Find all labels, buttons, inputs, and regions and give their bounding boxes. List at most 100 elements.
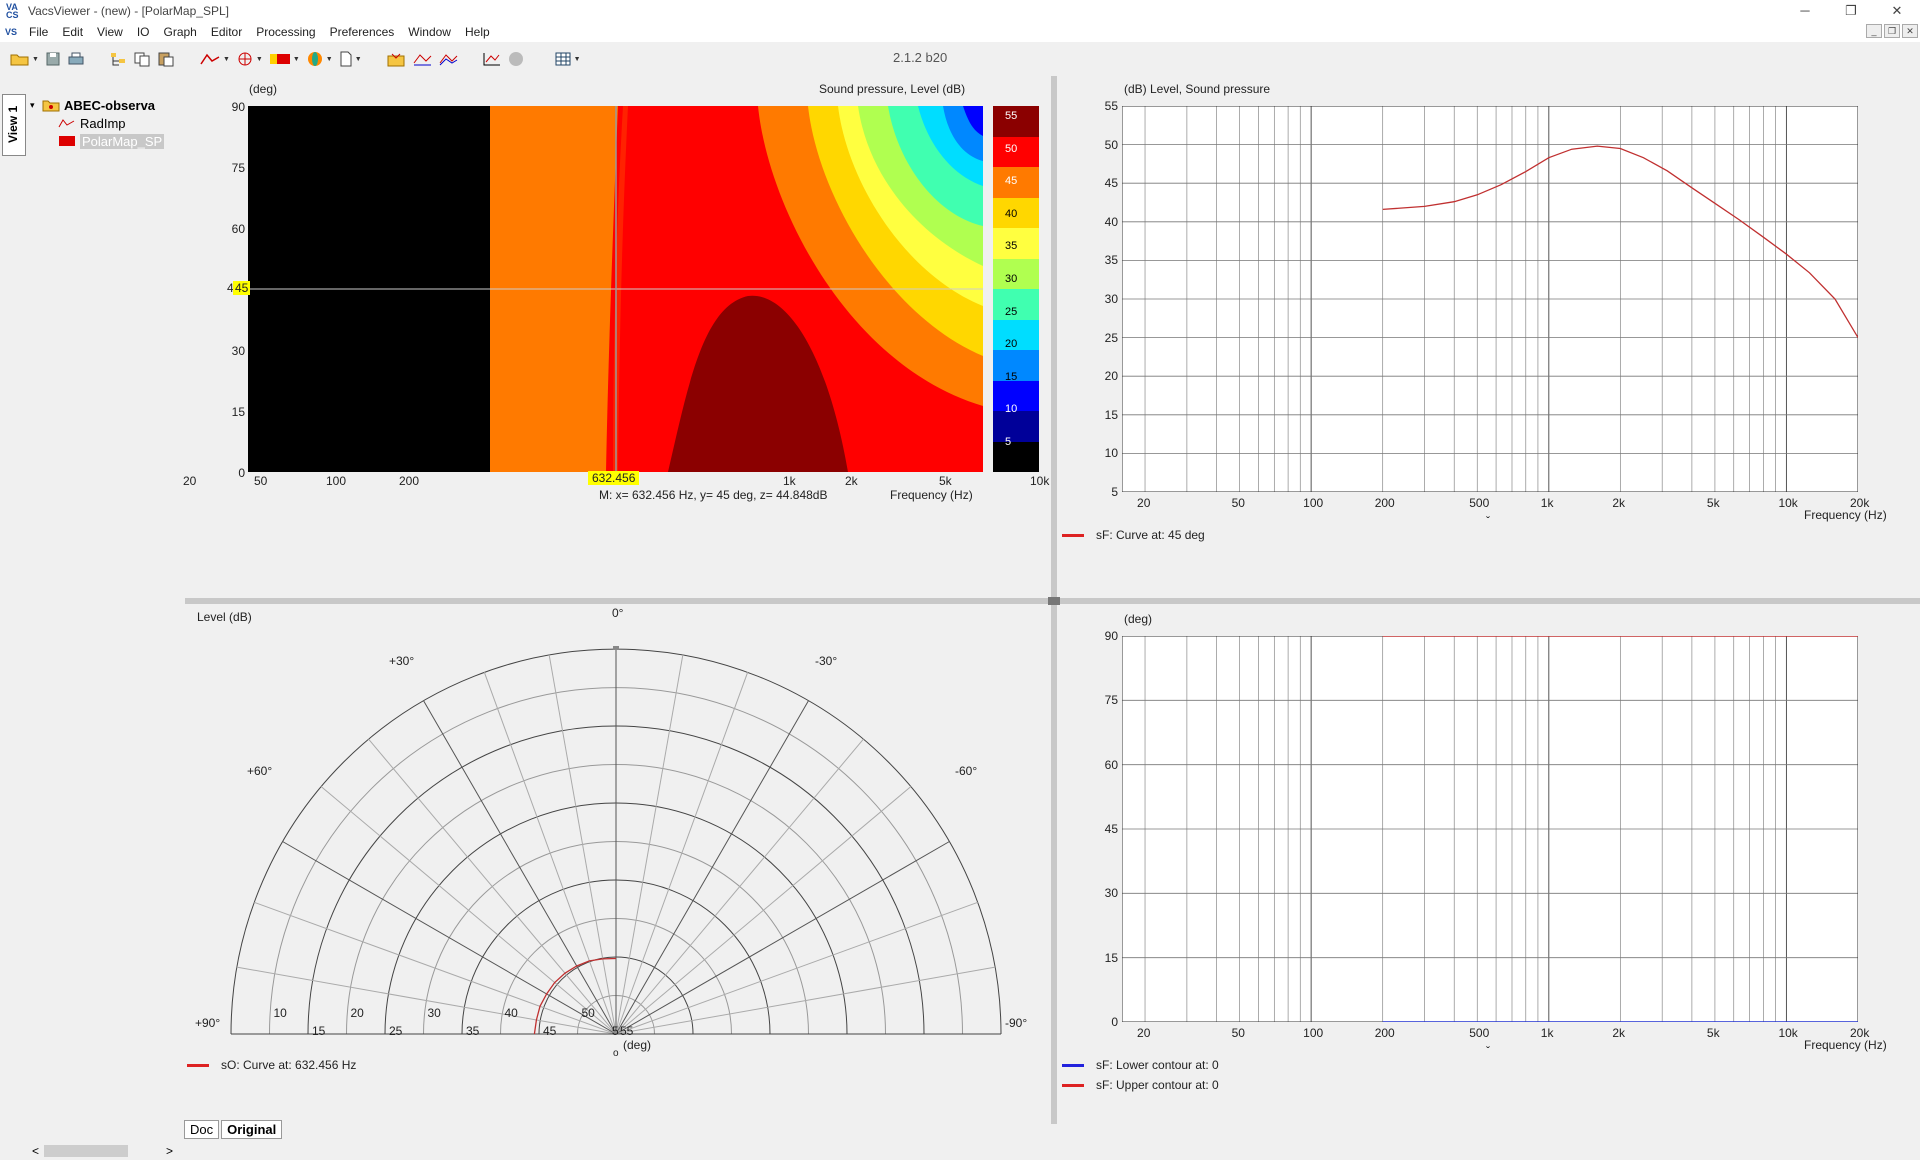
contour-legend-upper-text: sF: Upper contour at: 0 <box>1096 1078 1219 1092</box>
polarmap-xtick: 50 <box>254 474 268 488</box>
splitter-knob[interactable] <box>1048 597 1060 605</box>
polar-ylabel: Level (dB) <box>197 610 252 624</box>
freq-ytick: 25 <box>1104 330 1118 345</box>
map-icon[interactable]: ▼ <box>269 48 300 70</box>
mdi-app-icon[interactable]: VS <box>4 27 17 37</box>
polar-icon[interactable]: ▼ <box>236 48 263 70</box>
tab-original[interactable]: Original <box>221 1120 283 1139</box>
contour-legend-lower-text: sF: Lower contour at: 0 <box>1096 1058 1219 1072</box>
tree-node-abec[interactable]: ▾ ABEC-observa <box>30 96 180 114</box>
polarmap-xtick: 2k <box>845 474 858 488</box>
folder-open-icon[interactable]: ▼ <box>10 48 39 70</box>
angle-label-m90: -90° <box>1005 1016 1028 1030</box>
window-title: VacsViewer - (new) - [PolarMap_SPL] <box>28 4 229 18</box>
radial-label: 45 <box>543 1024 557 1038</box>
menu-edit[interactable]: Edit <box>62 25 84 39</box>
scroll-thumb[interactable] <box>44 1145 128 1157</box>
contour-ytick: 45 <box>1104 821 1118 836</box>
freq-chevron[interactable]: ˇ <box>1486 514 1490 528</box>
polarmap-panel: (deg) Sound pressure, Level (dB) 55 50 45 4… <box>183 76 1123 596</box>
polar-plot[interactable] <box>185 616 1050 1056</box>
scroll-left-button[interactable]: < <box>32 1144 40 1158</box>
freq-xtick: 20k <box>1850 496 1870 510</box>
colorscale-label: 25 <box>1005 305 1018 318</box>
curve-icon[interactable]: ▼ <box>199 48 230 70</box>
menu-graph[interactable]: Graph <box>163 25 197 39</box>
polarmap-plot[interactable] <box>248 106 983 472</box>
menu-preferences[interactable]: Preferences <box>329 25 395 39</box>
contour-xtick: 2k <box>1612 1026 1626 1040</box>
minimize-button[interactable]: ─ <box>1800 3 1810 18</box>
contour-chevron[interactable]: ˇ <box>1486 1044 1490 1058</box>
tree-icon[interactable] <box>109 48 127 70</box>
mdi-restore-button[interactable]: ❐ <box>1884 24 1900 38</box>
curve-doc-icon <box>58 119 75 128</box>
polarmap-xtick: 100 <box>326 474 347 488</box>
menu-editor[interactable]: Editor <box>210 25 243 39</box>
menu-processing[interactable]: Processing <box>256 25 316 39</box>
colorscale-band <box>993 258 1039 289</box>
grid-icon[interactable]: ▼ <box>554 48 581 70</box>
sens-icon[interactable] <box>412 48 432 70</box>
polarmap-ytick: 60 <box>231 222 245 236</box>
radial-label: 35 <box>466 1024 480 1038</box>
freq-plot[interactable] <box>1122 106 1858 492</box>
map-doc-icon <box>59 136 75 146</box>
colorscale-band <box>993 106 1039 137</box>
contour-legend-lower: sF: Lower contour at: 0 <box>1062 1058 1219 1072</box>
cursor-readout: M: x= 632.456 Hz, y= 45 deg, z= 44.848dB <box>599 488 828 502</box>
tree-label-abec: ABEC-observa <box>64 97 156 113</box>
print-icon[interactable] <box>67 48 85 70</box>
contour-plot[interactable] <box>1122 636 1858 1022</box>
import-icon[interactable] <box>386 48 406 70</box>
freq-ytick: 45 <box>1104 176 1118 191</box>
menu-bar: VS File Edit View IO Graph Editor Proces… <box>0 22 1920 42</box>
colorscale-band <box>993 197 1039 228</box>
tree-scrollbar[interactable]: < > <box>30 1143 180 1159</box>
mdi-minimize-button[interactable]: _ <box>1866 24 1882 38</box>
cursor-y-prefix: 4 <box>227 281 234 295</box>
close-button[interactable]: ✕ <box>1891 3 1903 18</box>
copy-icon[interactable] <box>133 48 151 70</box>
freq-ytick: 50 <box>1104 137 1118 152</box>
collapse-icon[interactable]: ▾ <box>30 99 35 110</box>
contour-xlabel: Frequency (Hz) <box>1804 1038 1887 1052</box>
menu-window[interactable]: Window <box>408 25 451 39</box>
contour-xtick: 5k <box>1706 1026 1720 1040</box>
menu-io[interactable]: IO <box>136 25 150 39</box>
freq-xtick: 200 <box>1374 496 1395 510</box>
radial-label: 20 <box>350 1006 364 1020</box>
paste-icon[interactable] <box>157 48 175 70</box>
colorscale-band <box>993 289 1039 320</box>
save-icon[interactable] <box>45 48 61 70</box>
sphere-icon[interactable]: ▼ <box>306 48 333 70</box>
scroll-right-button[interactable]: > <box>166 1144 174 1158</box>
tree-node-polarmap[interactable]: PolarMap_SP <box>30 132 180 150</box>
menu-view[interactable]: View <box>97 25 123 39</box>
tree-node-radimp[interactable]: RadImp <box>30 114 180 132</box>
mdi-close-button[interactable]: ✕ <box>1902 24 1918 38</box>
polarmap-title: Sound pressure, Level (dB) <box>819 82 966 96</box>
freq-ylabel: (dB) Level, Sound pressure <box>1124 82 1271 96</box>
stop-icon[interactable] <box>508 48 524 70</box>
polarmap-ytick: 15 <box>231 405 245 419</box>
tab-doc[interactable]: Doc <box>184 1120 220 1139</box>
colorscale-band <box>993 350 1039 381</box>
polarmap-ylabel: (deg) <box>249 82 278 96</box>
contour-ytick: 75 <box>1104 693 1118 708</box>
view-tab[interactable]: View 1 <box>2 94 26 156</box>
menu-help[interactable]: Help <box>464 25 490 39</box>
restore-button[interactable]: ❐ <box>1845 3 1857 18</box>
polarmap-xtick: 10k <box>1030 474 1050 488</box>
menu-file[interactable]: File <box>29 25 49 39</box>
chart-icon[interactable] <box>482 48 502 70</box>
multi-curve-icon[interactable] <box>438 48 458 70</box>
colorscale-label: 55 <box>1005 110 1018 122</box>
freq-legend: sF: Curve at: 45 deg <box>1062 528 1205 542</box>
freq-curve[interactable] <box>1382 145 1858 338</box>
polar-curve[interactable] <box>533 957 617 1035</box>
colorscale-band <box>993 441 1039 472</box>
bottom-tabs: Doc Original <box>184 1120 284 1139</box>
legend-swatch-red <box>1062 1084 1084 1088</box>
page-icon[interactable]: ▼ <box>339 48 362 70</box>
